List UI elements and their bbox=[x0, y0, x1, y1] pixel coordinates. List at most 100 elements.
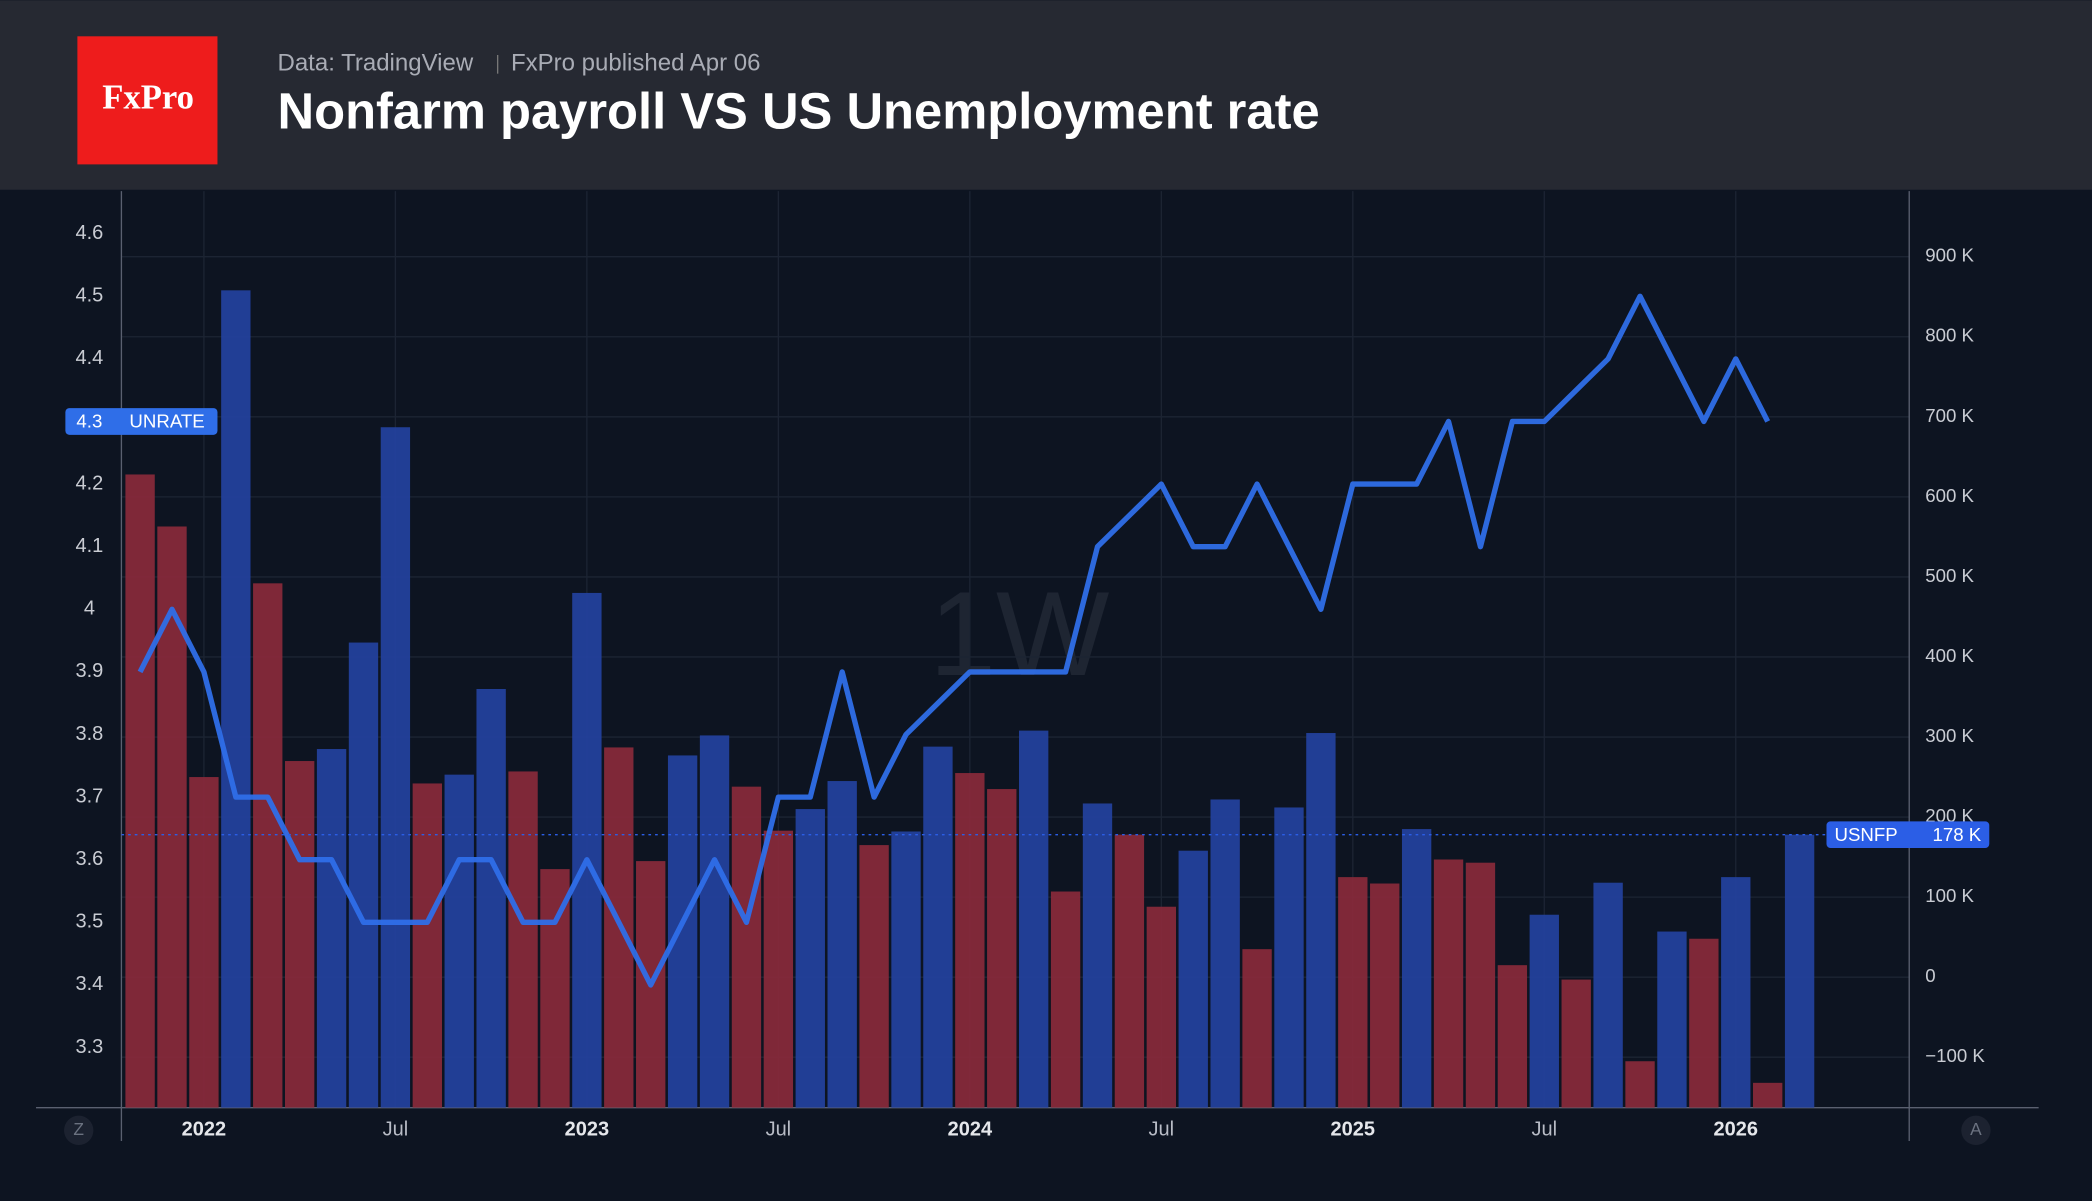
bar bbox=[1593, 882, 1623, 1108]
bar bbox=[412, 783, 442, 1108]
bar bbox=[795, 809, 825, 1108]
y2-tick-label: 800 K bbox=[1925, 325, 1974, 346]
chart-title: Nonfarm payroll VS US Unemployment rate bbox=[278, 82, 1320, 139]
bar bbox=[1689, 938, 1719, 1108]
y-tick-label: 4.1 bbox=[75, 535, 103, 557]
y-tick-label: 3.5 bbox=[75, 911, 103, 933]
y-tick-label: 3.4 bbox=[75, 973, 103, 995]
bar bbox=[1242, 949, 1272, 1108]
x-tick-label: 2022 bbox=[182, 1119, 227, 1141]
bar bbox=[1561, 979, 1591, 1108]
bar bbox=[380, 427, 411, 1108]
bar bbox=[891, 831, 921, 1108]
bar bbox=[1401, 829, 1432, 1108]
x-tick-label: Jul bbox=[1532, 1119, 1558, 1141]
bar bbox=[1465, 862, 1496, 1108]
y-tick-label: 3.8 bbox=[75, 723, 103, 745]
bar bbox=[444, 774, 474, 1108]
bar bbox=[1050, 891, 1081, 1108]
x-tick-label: 2023 bbox=[565, 1119, 610, 1141]
badge-name: USNFP bbox=[1835, 824, 1898, 845]
x-tick-label: Jul bbox=[1149, 1119, 1175, 1141]
y2-tick-label: 400 K bbox=[1925, 645, 1974, 666]
bar bbox=[1306, 733, 1336, 1108]
logo-text: FxPro bbox=[102, 77, 194, 116]
bar bbox=[731, 786, 762, 1108]
bar bbox=[1721, 877, 1751, 1108]
bar bbox=[1114, 834, 1145, 1108]
y-tick-label: 4 bbox=[84, 598, 95, 620]
y2-tick-label: 300 K bbox=[1925, 725, 1974, 746]
x-tick-label: 2026 bbox=[1714, 1119, 1759, 1141]
y2-tick-label: 600 K bbox=[1925, 485, 1974, 506]
bar bbox=[1018, 730, 1049, 1108]
published: FxPro published Apr 06 bbox=[511, 50, 760, 77]
y2-tick-label: 500 K bbox=[1925, 565, 1974, 586]
y2-tick-label: 700 K bbox=[1925, 405, 1974, 426]
bar bbox=[189, 777, 219, 1108]
badge bbox=[65, 408, 218, 435]
y-tick-label: 4.4 bbox=[75, 347, 103, 369]
bar bbox=[987, 789, 1017, 1108]
button-label[interactable]: Z bbox=[73, 1119, 84, 1139]
bar bbox=[1497, 965, 1528, 1108]
bar bbox=[1338, 877, 1368, 1108]
y-tick-label: 3.6 bbox=[75, 848, 103, 870]
button-label[interactable]: A bbox=[1970, 1119, 1982, 1139]
bar bbox=[923, 746, 953, 1108]
header-bar bbox=[0, 0, 2092, 190]
y-tick-label: 4.2 bbox=[75, 472, 103, 494]
y2-tick-label: 0 bbox=[1925, 965, 1935, 986]
bar bbox=[1178, 850, 1208, 1108]
bar bbox=[1146, 906, 1177, 1108]
y-tick-label: 4.5 bbox=[75, 285, 103, 307]
bar bbox=[859, 845, 889, 1108]
y2-tick-label: 900 K bbox=[1925, 245, 1974, 266]
x-tick-label: Jul bbox=[383, 1119, 409, 1141]
badge bbox=[1826, 821, 1990, 849]
bar bbox=[572, 592, 602, 1108]
y-tick-label: 3.7 bbox=[75, 785, 103, 807]
logo bbox=[77, 36, 218, 165]
bar bbox=[1753, 1082, 1783, 1108]
y-tick-label: 3.3 bbox=[75, 1036, 103, 1058]
bar bbox=[955, 773, 985, 1108]
bar bbox=[699, 735, 730, 1108]
x-tick-label: Jul bbox=[766, 1119, 792, 1141]
bar bbox=[221, 290, 251, 1108]
bar bbox=[1210, 799, 1240, 1108]
bar bbox=[1433, 859, 1464, 1108]
bar bbox=[253, 583, 283, 1108]
x-tick-label: 2025 bbox=[1331, 1119, 1376, 1141]
bar bbox=[1625, 1061, 1655, 1108]
bar bbox=[1082, 803, 1113, 1108]
x-tick-label: 2024 bbox=[948, 1119, 993, 1141]
button[interactable] bbox=[1961, 1115, 1991, 1146]
y-tick-label: 3.9 bbox=[75, 660, 103, 682]
bar bbox=[1657, 931, 1687, 1108]
line bbox=[137, 293, 1771, 988]
badge-name: UNRATE bbox=[129, 411, 204, 432]
bar bbox=[284, 761, 315, 1108]
bar bbox=[316, 749, 347, 1108]
bar bbox=[508, 771, 538, 1108]
bar bbox=[763, 830, 794, 1108]
bar bbox=[348, 642, 379, 1108]
y-tick-label: 4.6 bbox=[75, 222, 103, 244]
y2-tick-label: 200 K bbox=[1925, 805, 1974, 826]
bar bbox=[476, 688, 506, 1108]
bar bbox=[1529, 914, 1559, 1108]
bar bbox=[667, 755, 698, 1108]
badge-value: 178 K bbox=[1932, 824, 1981, 845]
bar bbox=[1370, 883, 1400, 1108]
bar bbox=[1784, 834, 1815, 1108]
bar bbox=[1274, 807, 1304, 1108]
bar bbox=[827, 781, 857, 1108]
button[interactable] bbox=[64, 1115, 94, 1146]
watermark: 1W bbox=[929, 567, 1109, 701]
badge-value: 4.3 bbox=[76, 411, 102, 432]
bar bbox=[125, 474, 155, 1108]
source: Data: TradingView bbox=[278, 50, 474, 77]
y2-tick-label: 100 K bbox=[1925, 885, 1974, 906]
